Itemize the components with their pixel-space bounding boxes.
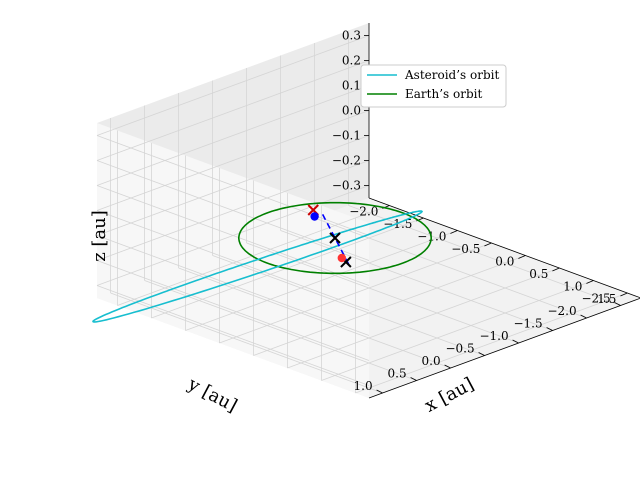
z-tick-label: −0.1 — [332, 129, 361, 143]
legend-label-asteroid: Asteroid’s orbit — [404, 68, 499, 82]
grid-line-x-floor — [355, 292, 628, 394]
x-tick-mark — [518, 255, 526, 259]
y-tick-mark — [478, 352, 485, 356]
y-tick-mark — [580, 314, 587, 319]
grid-line-z-left — [96, 110, 370, 211]
grid-line-z-right — [96, 210, 370, 311]
grid-group — [96, 30, 628, 394]
legend-frame — [360, 64, 507, 108]
legend: Asteroid’s orbit Earth’s orbit — [360, 64, 507, 108]
marker-earth — [310, 212, 319, 221]
grid-line-z-right — [96, 235, 370, 336]
x-tick-label: −2.0 — [349, 205, 378, 219]
grid-line-x-floor — [287, 267, 560, 369]
y-tick-mark — [376, 389, 383, 394]
y-tick-label: −2.5 — [581, 292, 610, 306]
grid-line-z-right — [96, 285, 370, 386]
grid-line-x-floor — [253, 255, 526, 356]
y-tick-label: −1.5 — [513, 317, 542, 331]
x-tick-mark — [620, 292, 628, 297]
y-tick-label: −0.5 — [445, 342, 474, 356]
grid-line-z-left — [96, 85, 370, 186]
y-tick-label: −2.0 — [547, 304, 576, 318]
y-tick-mark — [410, 377, 417, 381]
grid-line-y-floor — [212, 255, 485, 356]
x-tick-label: 0.5 — [529, 267, 548, 281]
grid-line-y-floor — [110, 292, 383, 394]
grid-line-z-left — [96, 160, 370, 261]
y-axis-line — [368, 297, 640, 399]
x-tick-mark — [450, 230, 458, 234]
grid-line-y-floor — [314, 217, 587, 319]
y-axis-label: y [au] — [184, 373, 241, 417]
legend-label-earth: Earth’s orbit — [405, 87, 482, 101]
y-tick-mark — [614, 302, 621, 306]
x-tick-mark — [484, 242, 492, 247]
grid-line-y-floor — [280, 230, 553, 331]
y-tick-label: 0.0 — [422, 354, 441, 368]
grid-line-y-floor — [144, 280, 417, 381]
marker-asteroid — [337, 253, 346, 263]
z-tick-label: −0.2 — [332, 154, 361, 168]
x-axis-line — [368, 197, 640, 299]
y-tick-label: 0.5 — [388, 367, 407, 381]
x-tick-label: −0.5 — [451, 242, 480, 256]
x-tick-mark — [552, 267, 560, 272]
earth-orbit-line — [238, 201, 433, 275]
y-tick-mark — [444, 364, 451, 369]
grid-line-y-floor — [246, 242, 519, 344]
marker-sun-stroke-b — [329, 232, 341, 244]
grid-line-x-floor — [321, 280, 594, 381]
y-tick-label: 1.0 — [354, 379, 373, 393]
x-axis-label: x [au] — [421, 374, 477, 417]
y-tick-mark — [512, 339, 519, 344]
grid-line-z-left — [96, 35, 370, 136]
y-tick-mark — [546, 327, 553, 331]
z-tick-label: 0.1 — [342, 79, 361, 93]
grid-line-z-right — [96, 260, 370, 361]
asteroid-orbit-line — [92, 210, 424, 323]
data-group — [92, 201, 433, 323]
x-tick-label: 1.5 — [597, 292, 616, 306]
marker-node-1-stroke-b — [340, 256, 352, 268]
grid-line-y-floor — [348, 205, 621, 306]
marker-node-2-stroke-b — [307, 204, 319, 216]
grid-line-z-left — [96, 60, 370, 161]
tick-group: −2.0 −1.5 −1.0 −0.5 0.0 0.5 1.0 1.5 1.0 0.5 0.0 −0.… — [332, 29, 628, 394]
x-tick-label: 0.0 — [495, 255, 514, 269]
x-tick-mark — [586, 280, 594, 284]
x-tick-label: 1.0 — [563, 280, 582, 294]
grid-line-z-left — [96, 135, 370, 236]
z-tick-label: 0.0 — [342, 104, 361, 118]
y-tick-label: −1.0 — [479, 329, 508, 343]
z-tick-label: 0.2 — [342, 54, 361, 68]
z-tick-label: −0.3 — [332, 179, 361, 193]
z-tick-label: 0.3 — [342, 29, 361, 43]
z-axis-label: z [au] — [89, 210, 110, 262]
marker-sun — [329, 232, 341, 244]
